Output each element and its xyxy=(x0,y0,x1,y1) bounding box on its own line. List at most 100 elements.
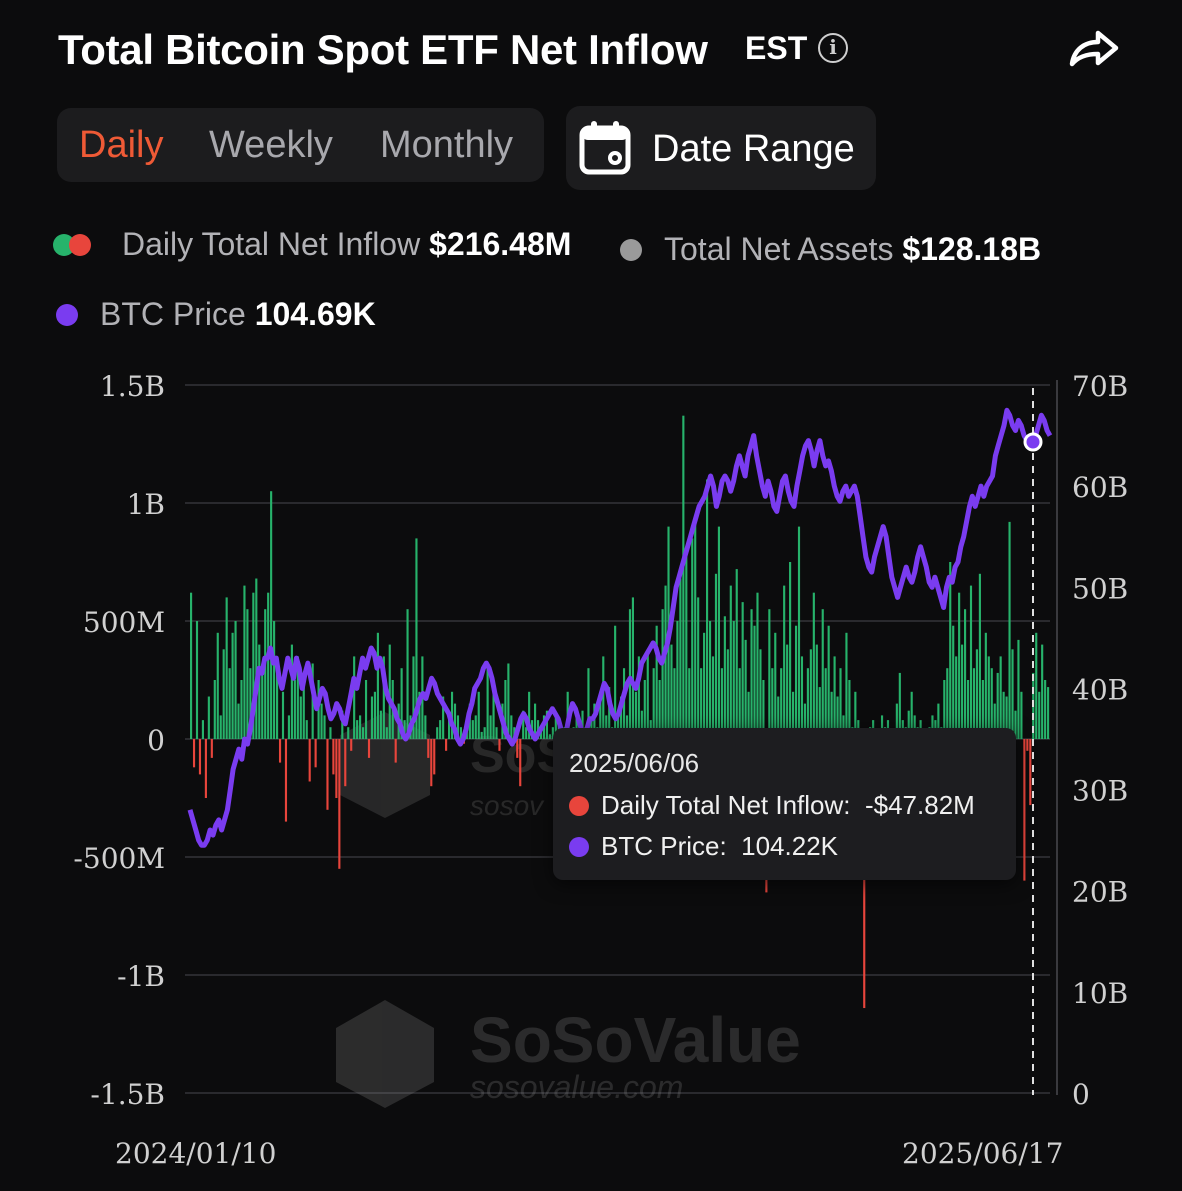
inflow-bar xyxy=(673,668,676,739)
inflow-bar xyxy=(732,621,735,739)
inflow-bar xyxy=(261,668,264,739)
inflow-bar xyxy=(910,691,913,739)
inflow-bar xyxy=(1047,687,1050,739)
inflow-bar xyxy=(978,573,981,739)
left-tick-label: -1B xyxy=(117,960,165,993)
inflow-bar xyxy=(792,691,795,739)
inflow-bar xyxy=(744,639,747,739)
inflow-bar xyxy=(741,602,744,739)
tab-daily[interactable]: Daily xyxy=(79,124,164,166)
inflow-bar xyxy=(270,491,273,739)
inflow-bar xyxy=(848,680,851,739)
price-dot xyxy=(56,304,78,326)
inflow-bar xyxy=(756,592,759,739)
inflow-bar xyxy=(809,649,812,739)
inflow-bar xyxy=(1002,691,1005,739)
inflow-bar xyxy=(999,656,1002,739)
inflow-chart[interactable]: SoSoV sosov SoSoValue sosovalue.com 1.5B… xyxy=(0,360,1182,1191)
legend-inflow-value: $216.48M xyxy=(429,226,572,262)
inflow-bar xyxy=(984,632,987,739)
inflow-bar xyxy=(777,696,780,739)
inflow-bar xyxy=(774,632,777,739)
inflow-bar xyxy=(442,696,445,739)
inflow-bar xyxy=(480,731,483,739)
inflow-bar xyxy=(427,739,430,758)
inflow-bar xyxy=(803,703,806,739)
inflow-bar xyxy=(931,715,934,739)
tab-monthly[interactable]: Monthly xyxy=(380,124,514,166)
inflow-bar xyxy=(219,715,222,739)
inflow-bar xyxy=(783,585,786,739)
inflow-bar xyxy=(833,656,836,739)
inflow-bar xyxy=(204,739,207,798)
right-tick-label: 30B xyxy=(1072,775,1128,808)
inflow-bar xyxy=(329,727,332,739)
inflow-bar xyxy=(625,715,629,739)
inflow-bar xyxy=(759,649,762,739)
inflow-bar xyxy=(267,592,270,739)
inflow-bar xyxy=(436,727,439,739)
inflow-bar xyxy=(290,644,293,739)
inflow-bar xyxy=(1017,639,1020,739)
inflow-bar xyxy=(510,715,513,739)
inflow-bar xyxy=(1026,739,1029,751)
inflow-bar xyxy=(350,739,353,751)
tab-weekly[interactable]: Weekly xyxy=(209,124,333,166)
inflow-bar xyxy=(972,668,976,739)
inflow-bar xyxy=(1044,680,1047,739)
calendar-icon xyxy=(579,121,631,175)
inflow-bar xyxy=(949,562,952,739)
inflow-bar xyxy=(679,578,682,739)
inflow-bar xyxy=(222,649,225,739)
inflow-bar xyxy=(287,715,290,739)
inflow-bar xyxy=(231,632,234,739)
btc-price-line xyxy=(187,407,1053,848)
inflow-bar xyxy=(551,727,554,739)
inflow-bar xyxy=(459,727,462,739)
watermark-site-top: sosov xyxy=(470,790,545,821)
inflow-bar xyxy=(694,521,697,739)
inflow-bar xyxy=(1011,649,1014,739)
inflow-bar xyxy=(474,715,477,739)
inflow-bar xyxy=(688,668,691,739)
left-tick-label: -1.5B xyxy=(90,1078,165,1111)
inflow-bar xyxy=(225,597,228,739)
inflow-bar xyxy=(729,585,732,739)
inflow-bar xyxy=(620,696,623,739)
tooltip-inflow-dot xyxy=(569,796,589,816)
left-tick-label: 500M xyxy=(83,606,165,639)
inflow-bar xyxy=(706,479,709,739)
inflow-bar xyxy=(952,625,955,739)
inflow-bar xyxy=(376,632,379,739)
inflow-bar xyxy=(504,680,507,739)
inflow-bar xyxy=(617,710,620,739)
period-selector: Daily Weekly Monthly xyxy=(57,108,544,182)
inflow-bar xyxy=(762,680,765,739)
inflow-bar xyxy=(643,680,646,739)
inflow-bar xyxy=(367,739,371,758)
share-icon[interactable] xyxy=(1066,26,1122,70)
inflow-bar xyxy=(388,644,391,739)
inflow-bar xyxy=(987,656,990,739)
inflow-bar xyxy=(806,668,809,739)
date-range-button[interactable]: Date Range xyxy=(566,106,876,190)
inflow-bar xyxy=(249,668,252,739)
inflow-bar xyxy=(495,727,498,739)
right-tick-label: 60B xyxy=(1072,471,1128,504)
inflow-bar xyxy=(344,739,347,787)
inflow-bar xyxy=(415,538,418,739)
inflow-bar xyxy=(356,720,359,739)
timezone-label[interactable]: EST xyxy=(745,30,808,66)
inflow-bar xyxy=(207,696,210,739)
inflow-bar xyxy=(676,621,679,739)
inflow-bar xyxy=(700,668,703,739)
inflow-bar xyxy=(548,734,551,739)
inflow-bar xyxy=(818,687,821,739)
inflow-bar xyxy=(955,656,958,739)
inflow-bar xyxy=(394,739,397,763)
inflow-bar xyxy=(296,656,299,739)
info-icon[interactable]: i xyxy=(818,33,848,63)
inflow-bar xyxy=(489,715,492,739)
inflow-bar xyxy=(1023,739,1026,881)
left-axis: 1.5B 1B 500M 0 -500M -1B -1.5B xyxy=(73,370,165,1111)
